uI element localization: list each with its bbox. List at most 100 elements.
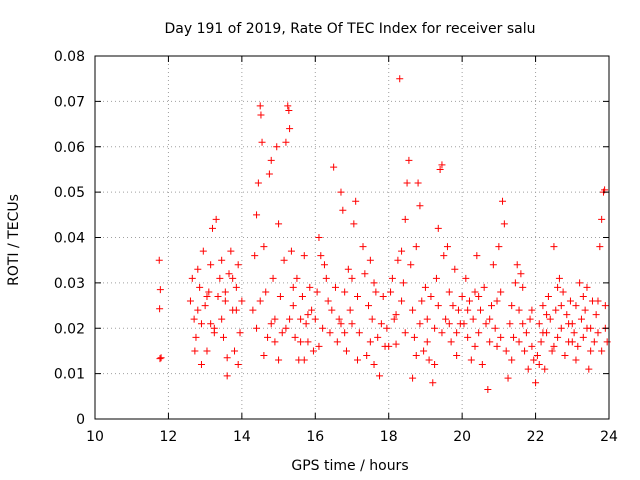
data-point: [208, 224, 216, 232]
data-point: [315, 234, 323, 241]
data-point: [579, 292, 587, 300]
data-point: [398, 247, 406, 255]
x-axis-label: GPS time / hours: [291, 458, 408, 474]
data-point: [331, 283, 339, 291]
data-point: [477, 306, 484, 314]
data-point: [392, 340, 400, 348]
data-point: [234, 261, 242, 269]
data-point: [539, 329, 547, 337]
data-point: [194, 265, 202, 273]
data-point: [535, 320, 543, 328]
data-point: [493, 297, 501, 305]
data-point: [315, 342, 323, 350]
data-point: [302, 320, 310, 328]
data-point: [486, 315, 494, 323]
data-point: [306, 283, 314, 291]
data-point: [256, 102, 264, 110]
data-point: [548, 347, 556, 355]
data-point: [304, 311, 312, 319]
data-point: [275, 220, 283, 228]
data-point: [445, 320, 453, 328]
data-point: [278, 329, 286, 337]
data-point: [265, 170, 273, 178]
data-point: [409, 306, 417, 314]
data-point: [344, 265, 352, 273]
data-point: [488, 302, 496, 310]
data-point: [590, 338, 598, 346]
data-point: [577, 315, 585, 323]
data-point: [500, 220, 508, 228]
data-point: [517, 270, 525, 278]
data-point: [157, 354, 165, 362]
data-point: [197, 361, 205, 369]
data-point: [592, 311, 600, 319]
x-tick-label: 16: [306, 429, 324, 445]
data-point: [453, 351, 461, 359]
data-point: [379, 292, 387, 300]
data-point: [412, 351, 420, 359]
data-point: [537, 338, 545, 346]
data-point: [324, 297, 332, 305]
data-point: [251, 252, 259, 260]
data-point: [207, 320, 215, 328]
data-point: [572, 356, 580, 364]
data-point: [423, 338, 431, 346]
data-point: [484, 386, 492, 394]
data-point: [366, 256, 374, 264]
data-point: [443, 243, 451, 251]
data-point: [258, 138, 266, 146]
data-point: [499, 197, 507, 205]
data-point: [396, 75, 404, 83]
data-point: [491, 324, 499, 332]
data-point: [603, 338, 611, 346]
data-point: [280, 256, 288, 264]
data-point: [205, 288, 213, 296]
y-tick-label: 0.07: [54, 94, 85, 110]
data-point: [275, 356, 283, 364]
data-point: [399, 279, 407, 287]
data-point: [510, 333, 518, 341]
data-point: [559, 288, 567, 296]
y-tick-label: 0.06: [54, 140, 85, 156]
data-point: [333, 338, 341, 346]
data-point: [530, 356, 538, 364]
data-point: [398, 297, 406, 305]
data-point: [473, 252, 481, 260]
data-point: [311, 315, 319, 323]
data-point: [346, 306, 354, 314]
data-point: [335, 315, 343, 323]
data-point: [555, 274, 563, 282]
data-point: [508, 302, 516, 310]
data-point: [210, 329, 218, 337]
data-point: [260, 351, 268, 359]
data-point: [471, 342, 479, 350]
data-point: [320, 261, 328, 269]
data-point: [267, 156, 275, 164]
data-point: [271, 315, 279, 323]
data-point: [403, 179, 411, 187]
data-point: [273, 143, 281, 151]
data-point: [388, 274, 396, 282]
x-tick-label: 10: [86, 429, 104, 445]
data-point: [495, 243, 503, 251]
data-point: [287, 247, 295, 255]
data-point: [432, 274, 440, 282]
data-point: [284, 102, 292, 110]
data-point: [289, 283, 297, 291]
data-point: [264, 333, 272, 341]
data-point: [218, 315, 226, 323]
data-point: [594, 297, 602, 305]
data-point: [348, 320, 356, 328]
data-point: [478, 361, 486, 369]
data-point: [328, 306, 336, 314]
data-point: [387, 288, 395, 296]
data-point: [227, 247, 235, 255]
data-point: [554, 283, 562, 291]
data-point: [489, 261, 497, 269]
data-point: [550, 243, 558, 251]
data-point: [508, 356, 516, 364]
data-point: [214, 292, 222, 300]
data-point: [355, 329, 363, 337]
data-point: [191, 347, 199, 355]
data-point: [220, 333, 227, 341]
